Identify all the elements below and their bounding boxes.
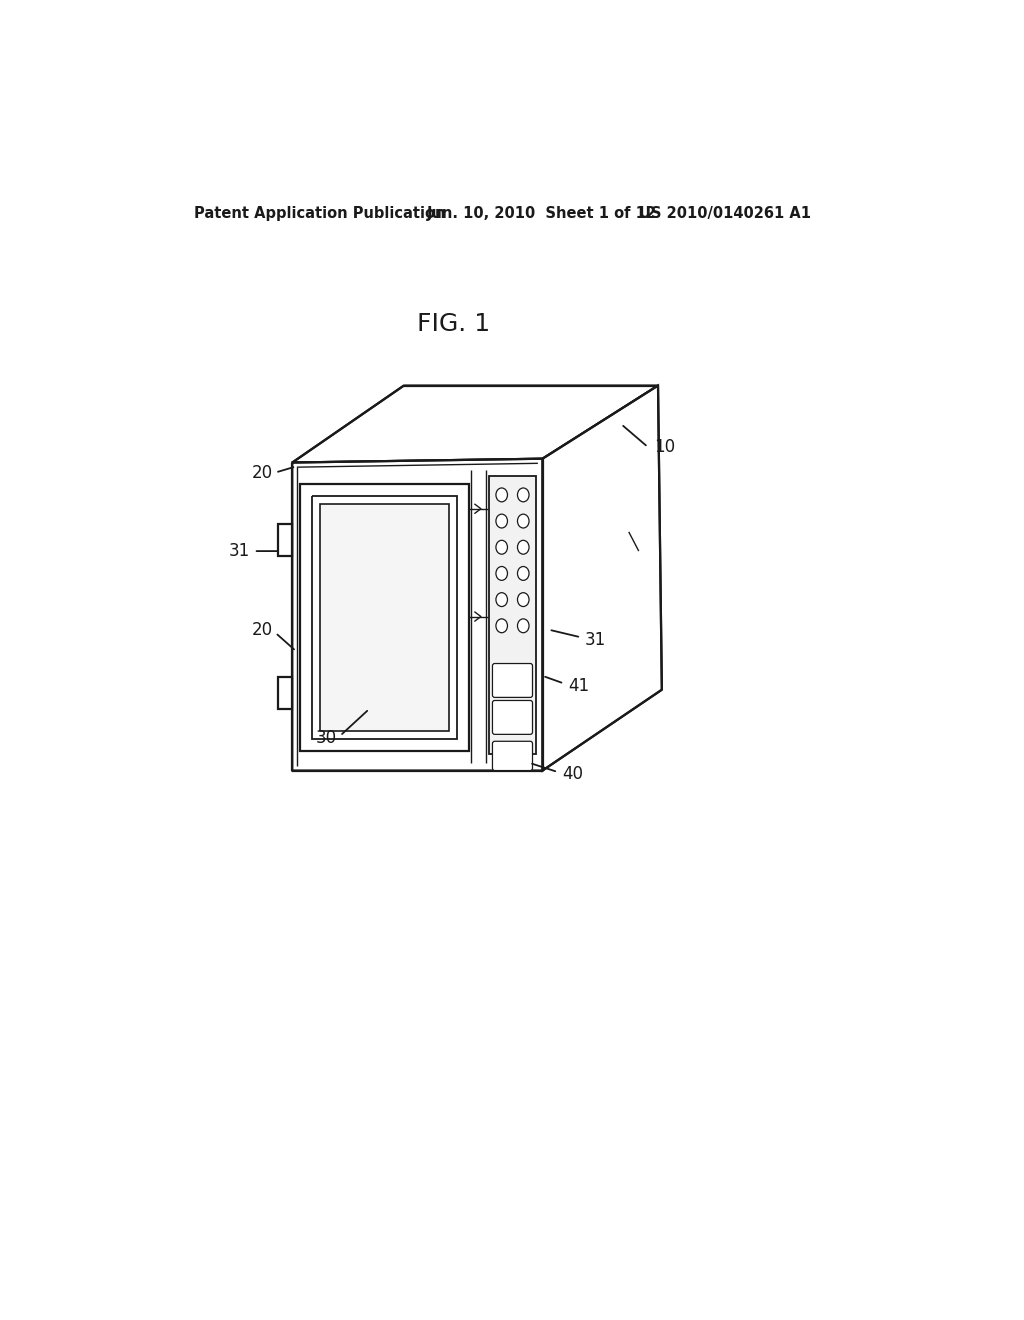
Ellipse shape xyxy=(496,488,508,502)
Polygon shape xyxy=(292,459,543,771)
FancyBboxPatch shape xyxy=(493,742,532,771)
Polygon shape xyxy=(543,385,662,771)
Ellipse shape xyxy=(496,515,508,528)
Text: 31: 31 xyxy=(228,543,250,560)
Text: Patent Application Publication: Patent Application Publication xyxy=(194,206,445,222)
Text: 20: 20 xyxy=(252,463,273,482)
Text: 30: 30 xyxy=(315,729,337,747)
Ellipse shape xyxy=(517,619,529,632)
Ellipse shape xyxy=(517,566,529,581)
Polygon shape xyxy=(292,385,658,462)
Text: 40: 40 xyxy=(562,766,583,783)
Ellipse shape xyxy=(517,540,529,554)
Text: FIG. 1: FIG. 1 xyxy=(418,312,490,337)
Ellipse shape xyxy=(496,593,508,607)
Polygon shape xyxy=(279,524,292,557)
Polygon shape xyxy=(488,475,537,754)
Text: US 2010/0140261 A1: US 2010/0140261 A1 xyxy=(639,206,811,222)
Ellipse shape xyxy=(517,488,529,502)
Polygon shape xyxy=(300,484,469,751)
Polygon shape xyxy=(279,677,292,709)
Ellipse shape xyxy=(496,540,508,554)
Ellipse shape xyxy=(517,593,529,607)
Ellipse shape xyxy=(496,619,508,632)
Polygon shape xyxy=(319,504,450,731)
Ellipse shape xyxy=(517,515,529,528)
Text: 31: 31 xyxy=(585,631,606,648)
Text: 10: 10 xyxy=(654,438,675,457)
FancyBboxPatch shape xyxy=(493,664,532,697)
FancyBboxPatch shape xyxy=(493,701,532,734)
Text: Jun. 10, 2010  Sheet 1 of 12: Jun. 10, 2010 Sheet 1 of 12 xyxy=(427,206,657,222)
Ellipse shape xyxy=(496,566,508,581)
Text: 20: 20 xyxy=(252,620,273,639)
Text: 41: 41 xyxy=(568,677,589,694)
